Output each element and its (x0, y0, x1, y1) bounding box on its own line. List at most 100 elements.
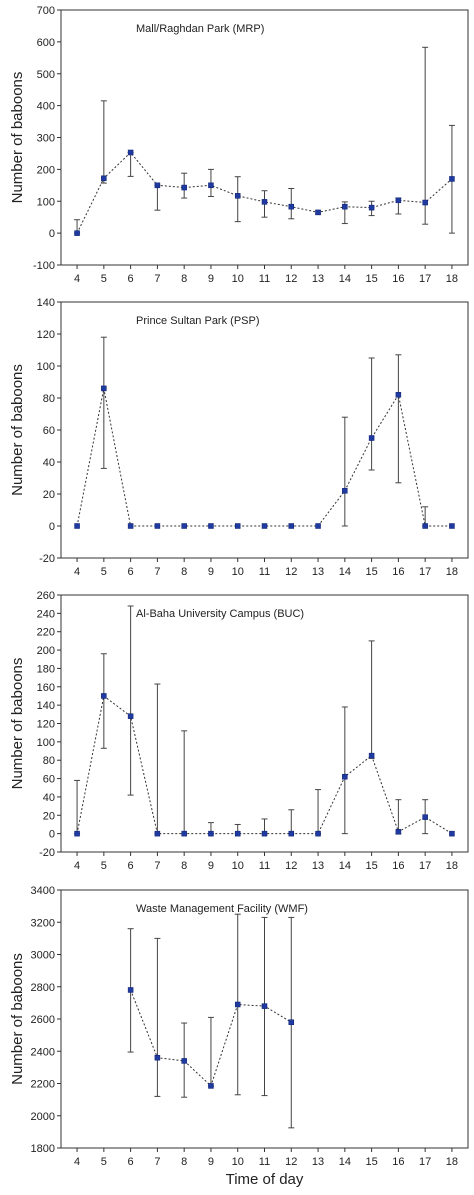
error-bar (368, 357, 375, 471)
data-point (288, 523, 295, 529)
x-tick-label: 6 (128, 1156, 134, 1168)
error-bar (154, 937, 161, 1097)
x-tick-label: 11 (259, 860, 270, 872)
data-point (449, 523, 455, 529)
error-bar (395, 799, 402, 835)
data-point (208, 830, 214, 837)
data-point (154, 182, 161, 189)
data-point (422, 523, 428, 529)
x-tick-label: 11 (259, 273, 270, 285)
data-point (315, 209, 321, 216)
data-point (101, 175, 107, 182)
y-tick-label: 120 (37, 329, 55, 341)
series-line (76, 388, 452, 527)
x-tick-label: 16 (392, 566, 404, 578)
x-tick-label: 5 (101, 566, 107, 578)
x-tick-label: 17 (419, 860, 431, 872)
x-tick-label: 16 (392, 860, 404, 872)
y-tick-label: 260 (37, 590, 55, 602)
x-tick-label: 9 (208, 566, 214, 578)
error-bar (288, 809, 295, 835)
y-tick-label: 80 (43, 755, 55, 767)
y-tick-label: 100 (37, 361, 55, 373)
data-point (181, 523, 187, 529)
chart-panel-4: 1800 2000 2200 2400 2600 2800 3000 3200 3400 4 5 6 7… (9, 885, 469, 1188)
data-point (127, 149, 134, 156)
x-tick-label: 6 (128, 566, 134, 578)
error-bar (127, 605, 134, 796)
data-point (127, 523, 134, 529)
y-tick-label: 400 (37, 101, 55, 113)
data-point (368, 435, 375, 441)
chart-panel-2: -20 0 20 40 60 80 100 120 140 4 5 6 7 8 9 10 11 12 13 14 15 1… (9, 297, 469, 578)
plot-frame (60, 594, 469, 853)
y-tick-label: 160 (37, 682, 55, 694)
y-tick-label: 500 (37, 69, 55, 81)
data-point (342, 773, 348, 780)
data-point (154, 830, 161, 837)
y-tick-label: 2600 (31, 1014, 55, 1026)
y-tick-label: 0 (49, 829, 55, 841)
y-tick-label: 3400 (31, 885, 55, 897)
error-bar (154, 683, 161, 835)
chart-panel-3: -20 0 20 40 60 80 100 120 140 160 180 200 220 240 260 4… (9, 590, 469, 872)
y-axis-label: Number of baboons (9, 364, 26, 496)
x-tick-label: 4 (74, 273, 80, 285)
y-tick-label: 20 (43, 810, 55, 822)
data-point (342, 488, 348, 494)
data-point (181, 830, 187, 837)
x-tick-label: 14 (339, 273, 351, 285)
error-bar (100, 100, 107, 184)
data-point (234, 193, 241, 199)
data-point (395, 197, 402, 204)
error-bar (395, 354, 402, 484)
x-tick-label: 8 (181, 566, 187, 578)
x-tick-label: 10 (232, 1156, 244, 1168)
y-tick-label: 20 (43, 489, 55, 501)
y-tick-label: 100 (37, 737, 55, 749)
error-bar (341, 706, 348, 835)
y-tick-label: 220 (37, 627, 55, 639)
x-tick-label: 18 (446, 273, 458, 285)
x-tick-label: 12 (285, 1156, 297, 1168)
x-tick-label: 13 (312, 273, 324, 285)
x-tick-label: 18 (446, 860, 458, 872)
y-axis-label: Number of baboons (9, 953, 26, 1085)
data-point (234, 830, 241, 837)
data-point (368, 204, 375, 211)
data-point (449, 830, 455, 837)
error-bar (368, 640, 375, 759)
x-tick-label: 4 (74, 566, 80, 578)
x-tick-label: 18 (446, 1156, 458, 1168)
x-tick-label: 17 (419, 566, 431, 578)
x-tick-label: 8 (181, 273, 187, 285)
x-tick-label: 15 (365, 860, 377, 872)
data-point (234, 1001, 241, 1008)
y-tick-label: 140 (37, 700, 55, 712)
x-tick-label: 6 (128, 860, 134, 872)
data-point (342, 203, 348, 210)
error-bar (341, 416, 348, 527)
x-tick-label: 7 (154, 566, 160, 578)
y-tick-label: 200 (37, 164, 55, 176)
y-tick-label: 40 (43, 457, 55, 469)
x-tick-label: 5 (101, 860, 107, 872)
data-point (315, 523, 321, 529)
y-tick-label: 0 (49, 228, 55, 240)
x-tick-label: 11 (259, 566, 270, 578)
data-point (395, 829, 402, 835)
data-point (261, 523, 268, 529)
x-tick-label: 15 (365, 273, 377, 285)
x-tick-label: 11 (259, 1156, 270, 1168)
y-tick-label: 2200 (31, 1079, 55, 1091)
data-point (422, 814, 428, 820)
x-tick-label: 12 (285, 566, 297, 578)
y-tick-label: 2800 (31, 982, 55, 994)
y-axis-label: Number of baboons (9, 72, 26, 204)
y-tick-label: 2000 (31, 1111, 55, 1123)
data-point (261, 830, 268, 837)
y-tick-label: 3000 (31, 950, 55, 962)
data-point (234, 523, 241, 529)
x-tick-label: 4 (74, 860, 80, 872)
